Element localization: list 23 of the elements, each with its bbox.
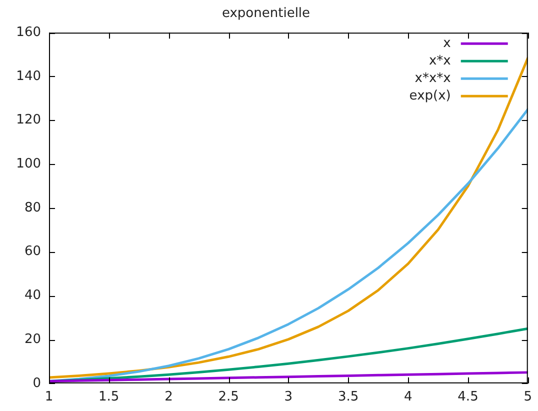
legend-label: exp(x): [409, 88, 451, 104]
x-tick-label: 3: [284, 390, 293, 405]
y-tick-label: 20: [24, 332, 41, 347]
x-tick-label: 2: [164, 390, 173, 405]
x-tick-label: 1.5: [98, 390, 120, 405]
x-tick-label: 4: [404, 390, 412, 405]
y-tick-label: 60: [24, 244, 41, 260]
y-tick-label: 80: [24, 200, 41, 216]
x-tick-label: 1: [44, 390, 54, 405]
y-tick-label: 40: [24, 288, 41, 304]
legend-label: x: [443, 36, 452, 51]
x-tick-label: 5: [524, 390, 532, 405]
y-tick-label: 160: [16, 24, 41, 40]
x-tick-label: 4.5: [458, 390, 478, 405]
y-tick-label: 100: [16, 156, 41, 172]
x-tick-label: 3.5: [338, 390, 359, 405]
legend-label: x*x*x: [414, 70, 452, 86]
chart-title: exponentielle: [222, 6, 310, 22]
y-tick-label: 120: [16, 112, 41, 128]
y-tick-label: 140: [16, 68, 41, 84]
x-tick-label: 2.5: [218, 390, 239, 405]
y-tick-label: 0: [32, 376, 41, 391]
legend-label: x*x: [428, 53, 452, 68]
